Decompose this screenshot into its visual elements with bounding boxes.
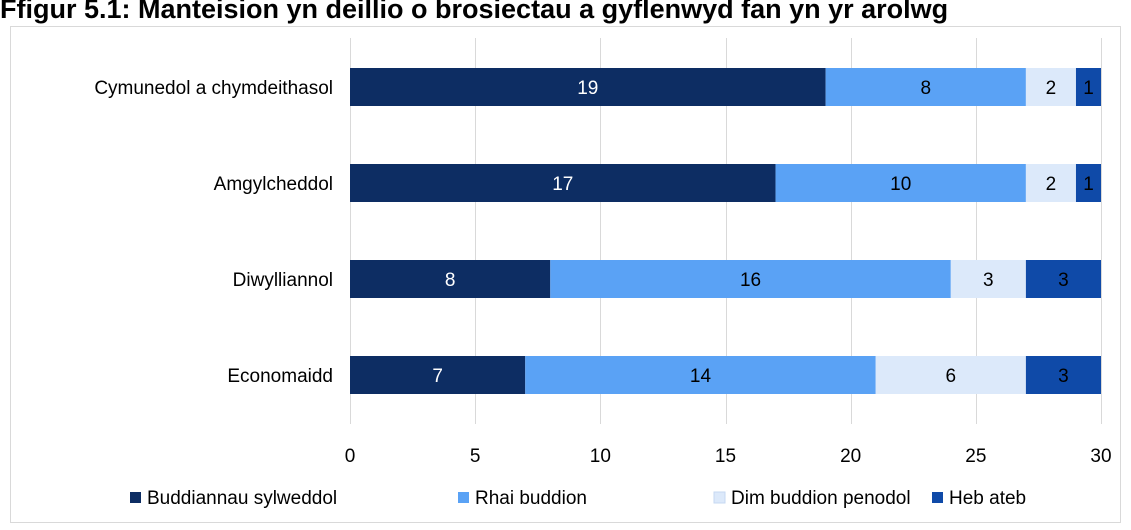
legend-swatch [932,492,943,503]
category-labels: Cymunedol a chymdeithasol Amgylcheddol Diw… [94,78,333,387]
bar-segment [350,260,551,298]
x-tick-label: 20 [840,446,861,467]
bar-segment [775,164,1026,202]
data-label: 1 [1083,174,1094,195]
data-label: 6 [946,366,957,387]
legend-swatch [713,491,726,504]
legend: Buddiannau sylweddol Rhai buddion Dim budd… [130,488,1026,509]
data-label: 2 [1046,174,1057,195]
data-label: 2 [1046,78,1057,99]
bar-segment [1025,164,1076,202]
data-label: 1 [1083,78,1094,99]
category-label: Amgylcheddol [214,174,333,195]
x-tick-label: 30 [1090,446,1111,467]
legend-item: Buddiannau sylweddol [130,488,337,509]
bar-segment [350,68,826,106]
category-label: Diwylliannol [233,270,333,291]
bar-segment [350,356,526,394]
x-tick-label: 5 [470,446,481,467]
bar-segment [875,356,1026,394]
chart-border [10,26,1121,523]
legend-label: Heb ateb [949,488,1026,509]
x-axis-ticks: 0 5 10 15 20 25 30 [345,446,1112,467]
category-label: Economaidd [227,366,333,387]
x-tick-label: 15 [715,446,736,467]
bar-segment [1025,260,1101,298]
data-label: 14 [690,366,712,387]
data-label: 8 [445,270,456,291]
legend-label: Rhai buddion [475,488,587,509]
legend-item: Heb ateb [932,488,1026,509]
data-label: 7 [432,366,443,387]
legend-item: Rhai buddion [458,488,587,509]
data-label: 16 [740,270,761,291]
legend-swatch [130,492,141,503]
data-label: 17 [552,174,573,195]
data-label: 10 [890,174,911,195]
chart-title: Ffigur 5.1: Manteision yn deillio o bros… [0,0,949,24]
bar-segment [1025,356,1101,394]
legend-label: Dim buddion penodol [731,488,911,509]
data-label: 19 [577,78,598,99]
bar-segment [1075,164,1101,202]
x-tick-label: 0 [345,446,356,467]
bars: 19 8 2 1 17 10 2 1 8 16 3 3 7 14 6 3 [350,68,1101,394]
legend-label: Buddiannau sylweddol [147,488,337,509]
data-label: 3 [1058,270,1069,291]
category-label: Cymunedol a chymdeithasol [94,78,333,99]
bar-segment [550,260,951,298]
bar-segment [825,68,1026,106]
data-label: 3 [1058,366,1069,387]
bar-segment [950,260,1026,298]
bar-segment [1025,68,1076,106]
data-label: 8 [920,78,931,99]
x-tick-label: 25 [965,446,986,467]
x-tick-label: 10 [590,446,611,467]
bar-segment [350,164,776,202]
bar-segment [525,356,876,394]
legend-swatch [458,492,469,503]
legend-item: Dim buddion penodol [713,488,911,509]
data-label: 3 [983,270,994,291]
bar-segment [1075,68,1101,106]
